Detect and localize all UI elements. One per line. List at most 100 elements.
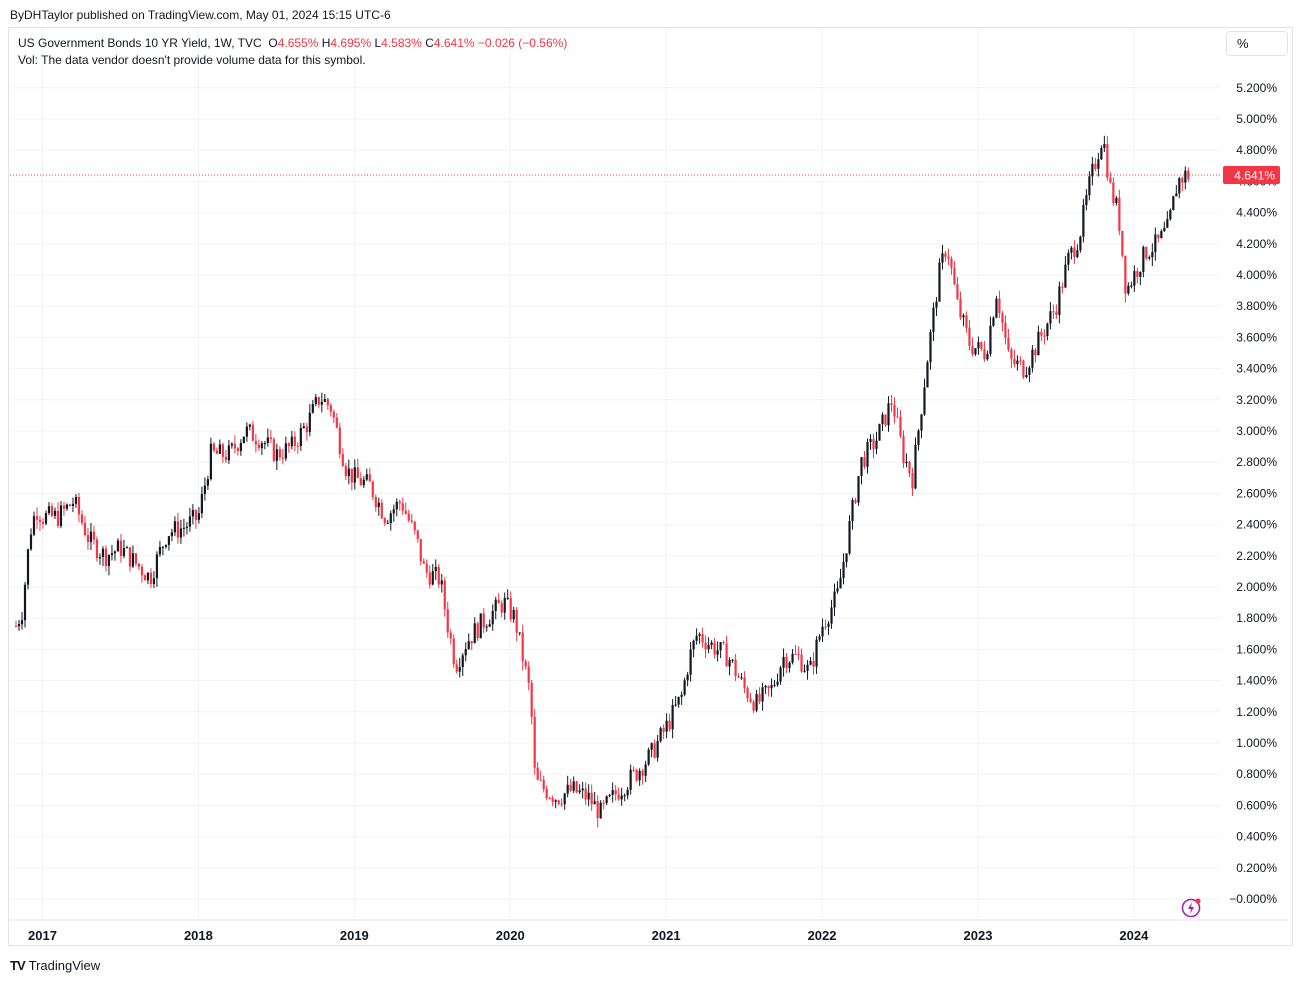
candle-body: [623, 795, 626, 797]
candle-body: [209, 443, 212, 480]
candle-body: [128, 547, 132, 567]
candle-body: [395, 501, 398, 510]
candle-body: [629, 769, 632, 790]
candle-body: [35, 516, 39, 520]
candle-body: [542, 779, 545, 789]
candle-body: [863, 457, 866, 467]
candle-body: [404, 510, 407, 514]
candle-body: [530, 682, 533, 717]
candle-body: [260, 443, 263, 449]
candle-body: [17, 624, 21, 627]
brand-name: TradingView: [28, 958, 101, 973]
candle-body: [680, 694, 683, 697]
candle-body: [230, 443, 233, 446]
candle-body: [56, 510, 60, 526]
candle-body: [905, 461, 908, 464]
candle-body: [1133, 271, 1136, 286]
candle-body: [971, 345, 974, 355]
candle-body: [851, 500, 854, 522]
high-label: H: [321, 36, 331, 50]
candle-body: [461, 655, 464, 668]
candle-body: [791, 653, 794, 663]
candle-body: [251, 424, 254, 441]
candle-body: [302, 426, 305, 428]
candle-body: [581, 788, 584, 791]
candle-body: [191, 509, 194, 517]
candle-body: [287, 443, 290, 447]
candle-body: [632, 769, 635, 771]
candle-body: [977, 342, 980, 349]
candle-body: [179, 528, 183, 538]
candle-body: [737, 675, 740, 678]
candle-body: [1067, 252, 1070, 265]
candle-body: [722, 642, 725, 644]
candle-body: [752, 701, 755, 711]
candle-body: [1097, 159, 1100, 169]
low-label: L: [374, 36, 382, 50]
candle-body: [689, 649, 692, 675]
candle-body: [701, 634, 704, 643]
candle-body: [293, 436, 296, 446]
candle-body: [353, 467, 356, 483]
y-tick-label: 3.400%: [1236, 362, 1277, 376]
ohlc-row: US Government Bonds 10 YR Yield, 1W, TVC…: [18, 35, 567, 52]
candle-body: [797, 654, 800, 656]
candle-body: [1142, 246, 1145, 272]
candle-body: [428, 572, 431, 585]
candle-body: [485, 626, 488, 628]
candle-body: [743, 677, 746, 689]
candle-body: [110, 553, 114, 556]
candle-body: [203, 485, 206, 494]
candle-body: [1070, 247, 1073, 253]
lightning-icon[interactable]: [1181, 896, 1203, 918]
candle-body: [935, 301, 938, 308]
candle-body: [725, 643, 728, 667]
candle-body: [1052, 311, 1055, 313]
close-label: C: [425, 36, 434, 50]
y-tick-label: 0.600%: [1236, 798, 1277, 812]
candle-body: [137, 563, 141, 567]
candle-body: [608, 794, 611, 797]
candle-body: [1019, 360, 1022, 362]
candle-body: [152, 578, 156, 584]
candle-body: [941, 253, 944, 263]
candle-body: [1022, 360, 1025, 378]
candle-body: [263, 443, 266, 445]
candle-body: [374, 496, 377, 508]
candle-body: [740, 677, 743, 679]
candle-body: [233, 443, 236, 449]
candle-body: [1049, 311, 1052, 324]
candle-body: [746, 688, 749, 699]
candle-body: [1016, 360, 1019, 365]
candle-body: [200, 493, 203, 514]
candle-body: [986, 353, 989, 360]
scale-percent-button[interactable]: %: [1226, 31, 1288, 56]
candle-body: [764, 685, 767, 688]
candle-body: [872, 439, 875, 449]
candle-body: [512, 609, 515, 620]
candle-body: [590, 792, 593, 805]
candle-body: [1187, 170, 1190, 180]
candle-body: [53, 510, 57, 516]
candle-body: [476, 623, 479, 639]
candle-body: [311, 404, 314, 413]
candle-body: [1127, 285, 1130, 294]
candle-body: [434, 566, 437, 572]
footer-brand[interactable]: TV TradingView: [10, 958, 100, 973]
candle-body: [815, 639, 818, 667]
candle-body: [839, 578, 842, 589]
candle-body: [1037, 331, 1040, 356]
candle-body: [821, 626, 824, 637]
y-tick-label: 2.000%: [1236, 580, 1277, 594]
candle-body: [845, 553, 848, 563]
published-byline: ByDHTaylor published on TradingView.com,…: [10, 8, 391, 22]
candle-body: [185, 526, 189, 528]
candle-body: [194, 509, 197, 520]
candle-body: [92, 531, 96, 540]
candle-body: [131, 553, 135, 567]
symbol-name[interactable]: US Government Bonds 10 YR Yield, 1W, TVC: [18, 36, 262, 50]
candle-body: [755, 693, 758, 711]
candle-body: [86, 535, 90, 542]
candle-body: [41, 521, 45, 524]
